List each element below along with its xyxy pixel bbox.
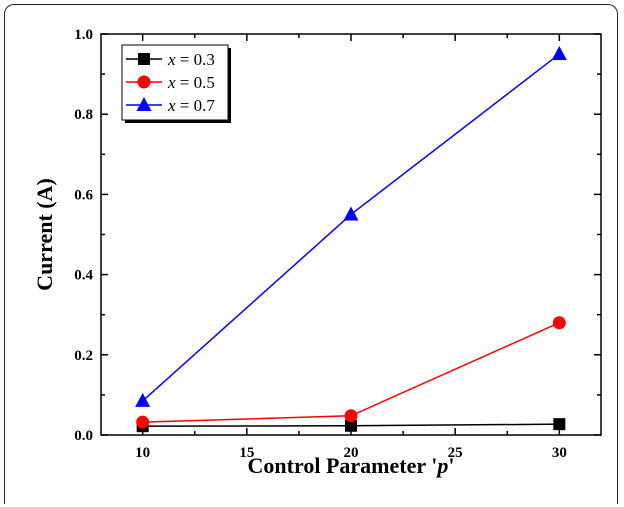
y-tick-label: 0.4 <box>74 268 93 284</box>
x-tick-label: 10 <box>135 445 150 461</box>
x-axis-title: Control Parameter 'p' <box>248 453 455 478</box>
legend-marker-triangle <box>136 97 152 111</box>
y-tick-label: 0.8 <box>74 107 93 123</box>
data-point-circle <box>552 316 566 330</box>
y-axis-title: Current (A) <box>32 178 57 291</box>
legend-label: x = 0.7 <box>167 96 215 115</box>
x-tick-label: 20 <box>344 445 359 461</box>
legend-label: x = 0.3 <box>167 50 215 69</box>
data-point-square <box>345 419 357 432</box>
data-point-triangle <box>135 392 151 407</box>
x-tick-label: 15 <box>239 445 254 461</box>
y-tick-label: 0.0 <box>74 428 93 444</box>
legend-marker-circle <box>137 75 151 89</box>
legend-label: x = 0.5 <box>167 73 215 92</box>
data-point-circle <box>136 415 150 429</box>
data-point-square <box>553 418 566 431</box>
series-line-circle <box>142 322 560 423</box>
data-point-triangle <box>343 206 359 221</box>
x-tick-label: 30 <box>552 445 567 461</box>
data-point-triangle <box>551 46 567 61</box>
y-tick-label: 0.6 <box>74 187 93 203</box>
x-tick-label: 25 <box>448 445 463 461</box>
y-tick-label: 0.2 <box>74 348 93 364</box>
data-point-circle <box>344 409 358 423</box>
figure-frame <box>4 4 618 504</box>
legend-marker-square <box>138 53 150 65</box>
y-tick-label: 1.0 <box>74 27 93 43</box>
